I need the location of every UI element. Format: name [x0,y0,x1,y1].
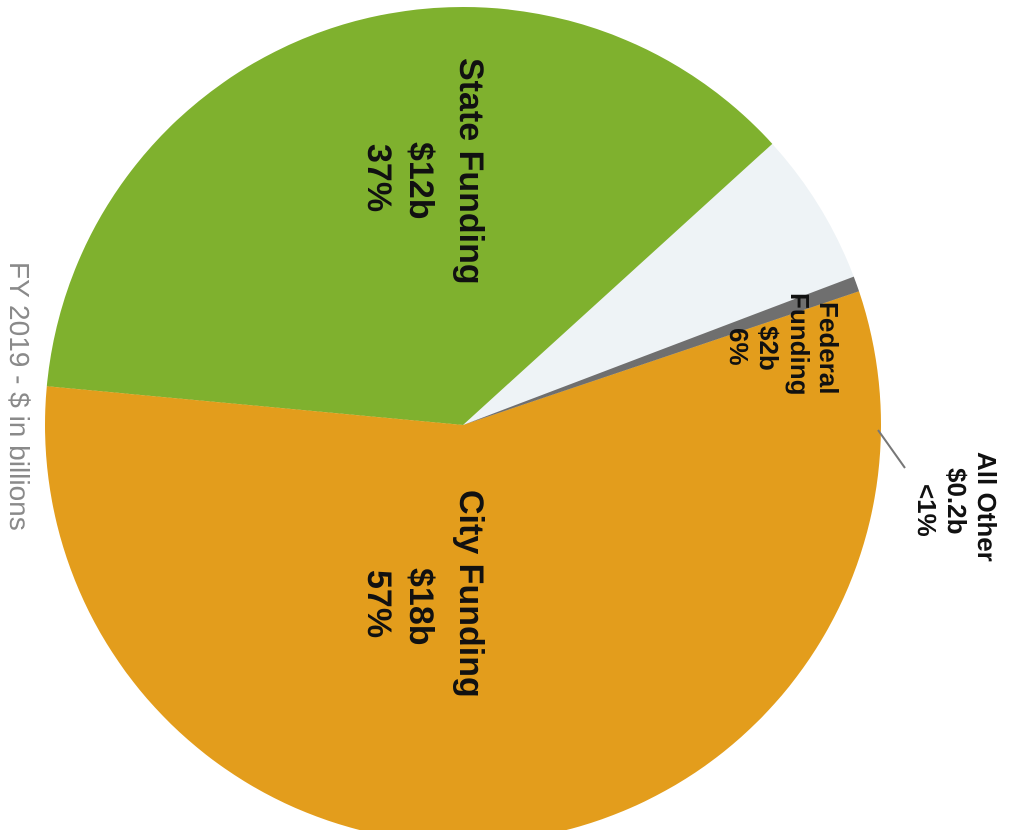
city-funding-slice [45,291,881,830]
state-funding-amount: $12b [402,142,440,220]
all-other-percent: <1% [912,484,942,537]
federal-funding-slice [463,143,854,425]
state-funding-name: State Funding [452,58,490,285]
all-other-label: All Other [972,452,1002,562]
all-other-leader-line [877,429,906,469]
city-funding-percent: 57% [360,570,398,638]
state-funding-label: State Funding [452,58,490,285]
city-funding-amount: $18b [402,568,440,646]
state-funding-slice [46,7,773,426]
federal-funding-label-line2: Funding [785,293,815,396]
federal-funding-percent: 6% [724,328,754,366]
chart-subtitle: FY 2019 - $ in billions [4,262,35,531]
all-other-slice [463,276,860,425]
pie-slices [45,7,881,830]
state-funding-percent: 37% [360,144,398,212]
all-other-amount: $0.2b [942,468,972,535]
federal-funding-label-line1: Federal [814,302,844,395]
city-funding-label: City Funding [452,490,490,698]
federal-funding-amount: $2b [754,326,784,371]
